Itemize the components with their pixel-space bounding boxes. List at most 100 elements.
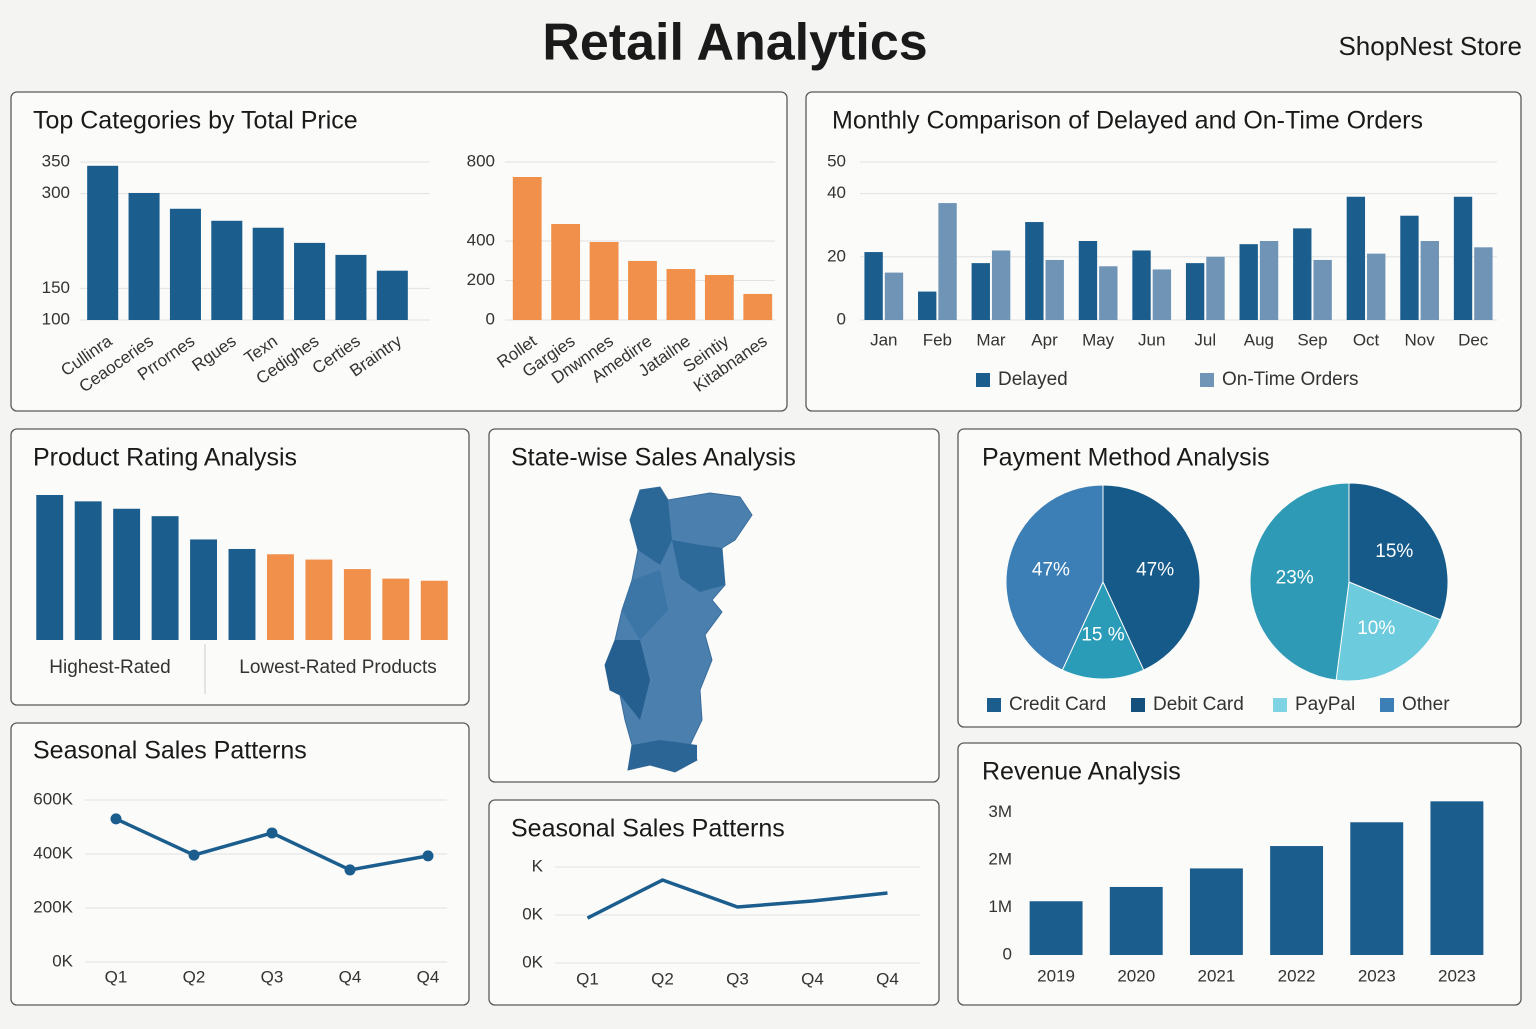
- panel-title: Top Categories by Total Price: [33, 107, 358, 135]
- y-tick-label: 0K: [52, 951, 73, 970]
- bar: [666, 269, 696, 320]
- x-tick-label: Mar: [976, 330, 1006, 349]
- y-tick-label: K: [532, 856, 544, 875]
- y-tick-label: 200K: [33, 897, 73, 916]
- y-tick-label: 400: [467, 230, 495, 249]
- y-tick-label: 0: [837, 309, 846, 328]
- bar: [1270, 846, 1324, 955]
- y-tick-label: 150: [42, 278, 70, 297]
- y-tick-label: 3M: [988, 802, 1012, 821]
- bar: [382, 578, 410, 640]
- store-name: ShopNest Store: [1338, 31, 1522, 61]
- legend-swatch: [987, 698, 1001, 712]
- y-tick-label: 0: [1003, 944, 1012, 963]
- panel-title: Monthly Comparison of Delayed and On-Tim…: [832, 107, 1423, 135]
- x-tick-label: Jul: [1194, 330, 1216, 349]
- x-tick-label: 2022: [1278, 966, 1316, 985]
- x-tick-label: Q1: [576, 969, 599, 988]
- line-marker: [188, 849, 200, 861]
- bar: [211, 220, 243, 320]
- x-tick-label: Q1: [105, 967, 128, 986]
- y-tick-label: 0K: [522, 904, 543, 923]
- map-region: [628, 740, 697, 772]
- pie-label: 15%: [1375, 541, 1413, 562]
- x-tick-label: 2019: [1037, 966, 1075, 985]
- y-tick-label: 40: [827, 183, 846, 202]
- bar: [918, 291, 937, 320]
- y-tick-label: 20: [827, 246, 846, 265]
- x-tick-label: Feb: [923, 330, 952, 349]
- x-tick-label: Dec: [1458, 330, 1489, 349]
- pie-slice: [1249, 482, 1350, 681]
- line: [586, 878, 888, 920]
- bar: [190, 539, 218, 640]
- panel-title: Payment Method Analysis: [982, 444, 1270, 472]
- y-tick-label: 300: [42, 183, 70, 202]
- page-title: Retail Analytics: [542, 14, 927, 72]
- bar: [589, 241, 619, 320]
- pie-slice: [1061, 580, 1145, 680]
- panel: [488, 799, 940, 1006]
- line-marker: [266, 827, 278, 839]
- x-tick-label: Aug: [1244, 330, 1274, 349]
- y-tick-label: 400K: [33, 843, 73, 862]
- line-marker: [422, 850, 434, 862]
- bar: [74, 501, 102, 640]
- bar: [991, 250, 1011, 320]
- x-tick-label: Q2: [183, 967, 206, 986]
- bar: [420, 580, 448, 640]
- line-marker: [344, 864, 356, 876]
- bar: [1367, 253, 1386, 320]
- bar: [971, 263, 990, 320]
- x-tick-label: May: [1082, 330, 1115, 349]
- bar: [1109, 886, 1163, 955]
- legend-swatch: [976, 373, 990, 387]
- bar: [704, 274, 734, 320]
- bar: [1400, 215, 1419, 320]
- panel: [805, 91, 1522, 412]
- x-tick-label: Q4: [876, 969, 899, 988]
- x-tick-label: 2021: [1198, 966, 1236, 985]
- bar: [628, 260, 657, 320]
- x-tick-label: Q3: [726, 969, 749, 988]
- bar: [343, 569, 371, 640]
- line-marker: [110, 813, 122, 825]
- bar: [1206, 256, 1225, 320]
- bar: [1189, 868, 1243, 955]
- bar: [551, 224, 581, 320]
- panel-title: State-wise Sales Analysis: [511, 444, 796, 472]
- bar: [1259, 241, 1279, 320]
- bar: [294, 242, 326, 320]
- map-region: [672, 540, 725, 592]
- legend-label: PayPal: [1295, 694, 1355, 715]
- pie-label: 47%: [1136, 560, 1174, 581]
- bar: [1239, 244, 1258, 320]
- legend-label: Credit Card: [1009, 694, 1106, 715]
- bar: [1078, 241, 1098, 320]
- bar: [884, 272, 904, 320]
- y-tick-label: 800: [467, 151, 495, 170]
- bar: [1350, 822, 1404, 955]
- y-tick-label: 0: [486, 309, 495, 328]
- x-tick-label: Jan: [870, 330, 897, 349]
- panel: [10, 91, 788, 412]
- x-tick-label: Jun: [1138, 330, 1165, 349]
- bar: [864, 252, 883, 320]
- legend-swatch: [1200, 373, 1214, 387]
- y-tick-label: 0K: [522, 952, 543, 971]
- x-tick-label: Q4: [801, 969, 824, 988]
- x-tick-label: 2020: [1117, 966, 1155, 985]
- bar: [1185, 263, 1205, 320]
- panel-title: Seasonal Sales Patterns: [33, 737, 307, 765]
- bar: [305, 559, 333, 640]
- legend-label: Delayed: [998, 369, 1068, 390]
- x-tick-label: Oct: [1353, 330, 1380, 349]
- bar: [128, 192, 160, 320]
- x-tick-label: Q3: [261, 967, 284, 986]
- bar: [335, 254, 367, 320]
- bar: [151, 516, 179, 640]
- group-label: Lowest-Rated Products: [239, 657, 437, 678]
- bar: [36, 495, 64, 640]
